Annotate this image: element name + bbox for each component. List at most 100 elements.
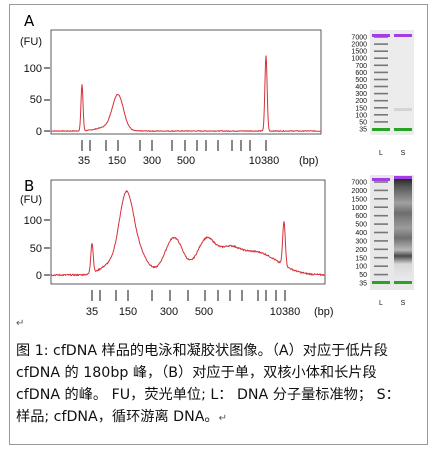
ladder-band (374, 121, 388, 123)
ladder-band (374, 107, 388, 109)
caption-line: cfDNA 的 180bp 峰，（B）对应于单，双核小体和长片段 (16, 362, 424, 384)
ladder-size-label: 7000 (351, 35, 367, 42)
panel-a-plot-area (50, 29, 322, 135)
panel-a-x-label: 10380 (249, 155, 280, 167)
panel-a-x-label: 150 (108, 155, 126, 167)
ladder-size-label: 100 (355, 264, 367, 271)
panel-b-x-label: 35 (86, 306, 98, 318)
electropherogram-figure: A (FU) 100 50 0 35 150 300 500 10380 (bp… (20, 12, 414, 318)
panel-a-y-unit: (FU) (20, 36, 42, 48)
ladder-band (374, 273, 388, 276)
panel-a-gel-background (370, 30, 414, 135)
ladder-size-label: 400 (355, 84, 367, 91)
ladder-band (374, 256, 388, 259)
panel-a-x-unit: (bp) (299, 155, 319, 167)
panel-b-x-unit: (bp) (314, 306, 334, 318)
ladder-size-label: 500 (355, 222, 367, 229)
panel-a-y-tick: 100 (24, 63, 42, 75)
ladder-size-label: 35 (359, 281, 367, 288)
ladder-band (374, 223, 388, 225)
ladder-band (374, 206, 388, 208)
ladder-size-label: 200 (355, 98, 367, 105)
panel-a-ladder-lower-marker (372, 128, 390, 131)
ladder-size-label: 1500 (351, 196, 367, 203)
panel-a-y-tick: 0 (36, 126, 42, 138)
panel-a-letter: A (24, 12, 35, 30)
ladder-band (374, 85, 388, 88)
caption-line: 样品; cfDNA，循环游离 DNA。↵ (16, 406, 424, 430)
ladder-size-label: 500 (355, 77, 367, 84)
ladder-band (374, 99, 388, 102)
caption-return-mark: ↵ (218, 413, 227, 424)
ladder-band (374, 114, 388, 116)
panel-b-letter: B (24, 177, 34, 195)
ladder-size-label: 2000 (351, 42, 367, 49)
panel-a-gel: 7000200015001000700600500400300200150100… (351, 30, 414, 157)
ladder-band (374, 240, 388, 242)
ladder-band (374, 214, 388, 217)
panel-b-y-tick: 50 (30, 243, 42, 255)
ladder-band (374, 198, 388, 200)
ladder-size-label: 100 (355, 112, 367, 119)
panel-a-x-ticks (81, 140, 267, 151)
ladder-size-label: 300 (355, 91, 367, 98)
caption-line-text: cfDNA 的峰。 FU，荧光单位; L： DNA 分子量标准物； S： (16, 387, 400, 403)
ladder-size-label: 1000 (351, 205, 367, 212)
figure-caption: 图 1: cfDNA 样品的电泳和凝胶状图像。（A）对应于低片段 cfDNA 的… (16, 340, 424, 430)
ladder-band (374, 231, 388, 234)
panel-b-x-label: 500 (195, 306, 213, 318)
panel-b-plot-area (50, 179, 326, 285)
ladder-size-label: 1500 (351, 49, 367, 56)
ladder-size-label: 400 (355, 230, 367, 237)
panel-b: B (FU) 100 50 0 35 150 300 500 10380 (bp… (20, 175, 414, 318)
figure-frame (9, 4, 428, 445)
panel-b-y-tick: 100 (24, 215, 42, 227)
panel-b-y-tick: 0 (36, 270, 42, 282)
panel-a-lane-label-l: L (379, 150, 383, 157)
panel-a-sample-upper-marker (394, 34, 412, 37)
panel-a-lane-label-s: S (401, 150, 406, 157)
ladder-band (374, 64, 388, 67)
panel-a-sample-band (394, 108, 412, 111)
panel-b-ladder-lower-marker (372, 281, 390, 284)
ladder-size-label: 200 (355, 247, 367, 254)
panel-b-x-label: 10380 (270, 306, 301, 318)
panel-a-ladder-upper-marker (372, 34, 390, 37)
ladder-band (374, 189, 388, 192)
panel-a-sample-lower-marker (394, 128, 412, 131)
caption-line: 图 1: cfDNA 样品的电泳和凝胶状图像。（A）对应于低片段 (16, 340, 424, 362)
ladder-size-label: 1000 (351, 56, 367, 63)
panel-a: A (FU) 100 50 0 35 150 300 500 10380 (bp… (20, 12, 414, 167)
ladder-band (374, 181, 388, 183)
caption-line-text: cfDNA 的 180bp 峰，（B）对应于单，双核小体和长片段 (16, 365, 377, 381)
panel-b-sample-smear (394, 178, 412, 278)
ladder-size-label: 50 (359, 272, 367, 279)
panel-a-x-label: 35 (78, 155, 90, 167)
caption-line: cfDNA 的峰。 FU，荧光单位; L： DNA 分子量标准物； S： (16, 384, 424, 406)
ladder-band (374, 43, 388, 45)
ladder-band (374, 78, 388, 81)
caption-line-text: 样品; cfDNA，循环游离 DNA。 (16, 409, 219, 425)
ladder-size-label: 7000 (351, 180, 367, 187)
ladder-band (374, 92, 388, 95)
ladder-band (374, 248, 388, 251)
panel-a-x-label: 300 (143, 155, 161, 167)
ladder-size-label: 2000 (351, 188, 367, 195)
panel-a-y-tick: 50 (30, 94, 42, 106)
ladder-size-label: 50 (359, 119, 367, 126)
panel-b-x-ticks (91, 290, 286, 301)
panel-b-x-label: 150 (119, 306, 137, 318)
panel-b-y-unit: (FU) (20, 194, 42, 206)
paragraph-return-mark: ↵ (16, 318, 25, 329)
panel-a-x-label: 500 (177, 155, 195, 167)
ladder-size-label: 150 (355, 105, 367, 112)
panel-b-sample-lower-marker (394, 281, 412, 284)
panel-b-x-label: 300 (160, 306, 178, 318)
panel-b-sample-upper-marker (394, 176, 412, 179)
ladder-size-label: 150 (355, 255, 367, 262)
ladder-size-label: 600 (355, 213, 367, 220)
panel-a-trace (51, 55, 322, 133)
ladder-size-label: 35 (359, 127, 367, 134)
